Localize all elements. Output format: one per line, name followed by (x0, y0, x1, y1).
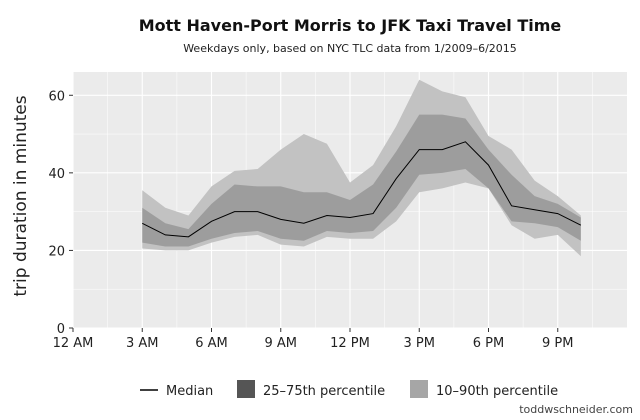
y-tick-label: 20 (48, 244, 65, 259)
x-tick-label: 9 PM (542, 336, 573, 351)
x-axis-ticks: 12 AM 3 AM 6 AM 9 AM 12 PM 3 PM 6 PM 9 PM (53, 328, 573, 351)
median-line (142, 141, 582, 238)
y-axis-label: trip duration in minutes (11, 95, 31, 296)
x-tick-label: 12 AM (53, 336, 94, 351)
y-tick-label: 0 (57, 322, 65, 337)
legend-outer-label: 10–90th percentile (436, 384, 558, 399)
x-tick-label: 12 PM (330, 336, 370, 351)
chart-title: Mott Haven-Port Morris to JFK Taxi Trave… (139, 16, 562, 35)
x-tick-label: 3 PM (404, 336, 435, 351)
chart-subtitle: Weekdays only, based on NYC TLC data fro… (183, 42, 517, 55)
x-tick-label: 6 PM (473, 336, 504, 351)
credit-text: toddwschneider.com (519, 403, 633, 416)
legend-inner-key (237, 380, 255, 398)
y-axis-ticks: 0 20 40 60 (48, 89, 73, 337)
legend-inner-label: 25–75th percentile (263, 384, 385, 399)
y-tick-label: 40 (48, 167, 65, 182)
y-tick-label: 60 (48, 89, 65, 104)
legend: Median 25–75th percentile 10–90th percen… (140, 380, 558, 399)
legend-outer-key (410, 380, 428, 398)
x-tick-label: 9 AM (264, 336, 297, 351)
x-tick-label: 6 AM (195, 336, 228, 351)
x-tick-label: 3 AM (126, 336, 159, 351)
legend-median-label: Median (166, 384, 213, 399)
